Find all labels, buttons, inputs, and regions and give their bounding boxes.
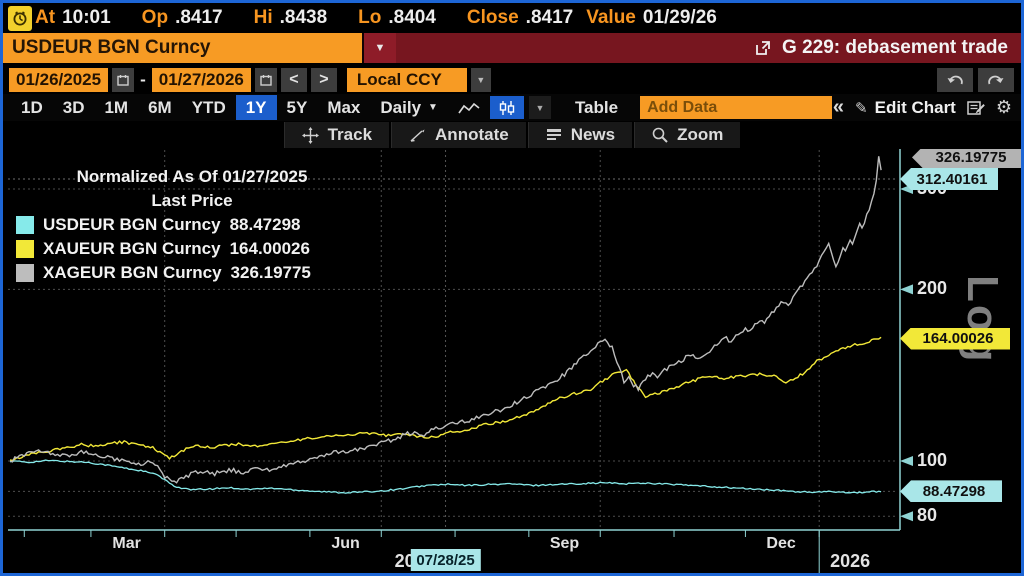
- alarm-clock-icon[interactable]: [8, 5, 32, 31]
- ohlc-label: Op: [141, 7, 169, 28]
- range-button-1d[interactable]: 1D: [21, 97, 43, 117]
- chart-type-dropdown[interactable]: ▼: [528, 96, 551, 119]
- end-date-field[interactable]: 01/27/2026: [151, 67, 251, 92]
- security-ticker-field[interactable]: USDEUR BGN Curncy: [3, 33, 362, 63]
- open-external-icon: [756, 41, 770, 55]
- ohlc-label: At: [35, 7, 56, 28]
- security-bar: USDEUR BGN Curncy ▼ G 229: debasement tr…: [3, 33, 1021, 63]
- track-button[interactable]: Track: [283, 122, 390, 148]
- candlestick-icon: [499, 100, 515, 115]
- end-calendar-button[interactable]: [254, 67, 277, 92]
- zoom-label: Zoom: [677, 125, 724, 144]
- range-separator: -: [140, 69, 146, 89]
- last-time: At 10:01: [35, 7, 111, 29]
- pencil-icon: ✎: [855, 98, 868, 117]
- ohlc-value: .8417: [525, 7, 574, 28]
- currency-select[interactable]: Local CCY: [346, 67, 467, 92]
- high-field: Hi .8438: [254, 7, 328, 29]
- legend-item-value: 88.47298: [229, 215, 301, 234]
- ohlc-topbar: At 10:01 Op .8417 Hi .8438 Lo .8404 Clos…: [3, 3, 1021, 33]
- range-button-1y[interactable]: 1Y: [235, 95, 277, 120]
- line-chart-icon: [458, 102, 480, 113]
- zoom-button[interactable]: Zoom: [634, 122, 741, 148]
- table-button[interactable]: Table: [574, 97, 619, 117]
- chart-tools-bar: Track Annotate News Zoom: [3, 122, 1021, 149]
- notes-icon[interactable]: [967, 100, 985, 116]
- currency-dropdown-button[interactable]: ▼: [470, 67, 491, 92]
- line-chart-type-button[interactable]: [452, 96, 486, 119]
- series-0: [9, 459, 882, 494]
- crosshair-icon: [301, 126, 319, 144]
- legend-item-xageur[interactable]: XAGEUR BGN Curncy 326.19775: [16, 261, 368, 285]
- undo-icon: [947, 75, 963, 84]
- annotate-label: Annotate: [435, 125, 509, 144]
- chart-legend: Normalized As Of 01/27/2025 Last Price U…: [16, 165, 368, 285]
- legend-item-value: 326.19775: [230, 263, 311, 282]
- ohlc-value: 01/29/26: [642, 7, 717, 28]
- ohlc-label: Hi: [253, 7, 273, 28]
- range-button-ytd[interactable]: YTD: [191, 97, 226, 117]
- range-button-max[interactable]: Max: [327, 97, 361, 117]
- news-label: News: [570, 125, 616, 144]
- legend-item-name: XAUEUR BGN Curncy: [43, 239, 221, 258]
- close-field: Close .8417: [467, 7, 573, 29]
- news-button[interactable]: News: [527, 122, 633, 148]
- security-dropdown-button[interactable]: ▼: [362, 33, 396, 63]
- start-date-field[interactable]: 01/26/2025: [9, 67, 109, 92]
- low-field: Lo .8404: [358, 7, 436, 29]
- period-select[interactable]: Daily ▼: [370, 95, 448, 120]
- range-button-6m[interactable]: 6M: [148, 97, 172, 117]
- calendar-icon: [117, 74, 129, 86]
- range-button-3d[interactable]: 3D: [62, 97, 85, 117]
- magnifier-icon: [652, 127, 668, 143]
- range-button-5y[interactable]: 5Y: [286, 97, 308, 117]
- legend-subtitle: Last Price: [151, 191, 233, 210]
- calendar-icon: [260, 74, 272, 86]
- ohlc-label: Close: [466, 7, 519, 28]
- date-range-bar: 01/26/2025 - 01/27/2026 < > Local CCY ▼: [3, 66, 1021, 93]
- ohlc-value: .8417: [175, 7, 223, 28]
- chart-tag-label: G 229: debasement trade: [782, 37, 1008, 58]
- xaueur-swatch: [16, 240, 34, 258]
- redo-icon: [988, 75, 1004, 84]
- legend-item-name: USDEUR BGN Curncy: [43, 215, 221, 234]
- usdeur-swatch: [16, 216, 34, 234]
- annotate-button[interactable]: Annotate: [391, 122, 526, 148]
- edit-chart-label: Edit Chart: [874, 97, 956, 117]
- news-icon: [546, 129, 561, 140]
- start-calendar-button[interactable]: [112, 67, 135, 92]
- annotate-pencil-icon: [410, 129, 425, 142]
- collapse-panel-icon[interactable]: «: [832, 96, 845, 118]
- chevron-down-icon: ▼: [428, 102, 438, 113]
- period-label: Daily: [380, 97, 422, 117]
- chart-toolbar: 1D 3D 1M 6M YTD 1Y 5Y Max Daily ▼ ▼ Tabl…: [3, 94, 1021, 121]
- range-button-1m[interactable]: 1M: [104, 97, 129, 117]
- value-date-field: Value 01/29/26: [586, 7, 717, 29]
- redo-button[interactable]: [978, 67, 1014, 92]
- ohlc-label: Lo: [358, 7, 382, 28]
- legend-item-xaueur[interactable]: XAUEUR BGN Curncy 164.00026: [16, 237, 368, 261]
- add-data-input[interactable]: [640, 96, 833, 119]
- legend-item-value: 164.00026: [229, 239, 310, 258]
- range-back-button[interactable]: <: [280, 67, 307, 92]
- legend-item-usdeur[interactable]: USDEUR BGN Curncy 88.47298: [16, 213, 368, 237]
- legend-title: Normalized As Of 01/27/2025: [76, 167, 308, 186]
- legend-item-name: XAGEUR BGN Curncy: [43, 263, 222, 282]
- edit-chart-button[interactable]: ✎ Edit Chart: [855, 98, 956, 118]
- gear-icon[interactable]: ⚙: [995, 97, 1012, 118]
- ohlc-value: .8404: [388, 7, 436, 28]
- series-2: [9, 156, 882, 484]
- open-field: Op .8417: [142, 7, 223, 29]
- range-forward-button[interactable]: >: [310, 67, 337, 92]
- xageur-swatch: [16, 264, 34, 282]
- ohlc-label: Value: [586, 7, 636, 28]
- undo-button[interactable]: [937, 67, 973, 92]
- series-1: [9, 336, 882, 462]
- ohlc-value: .8438: [279, 7, 328, 28]
- track-label: Track: [327, 125, 373, 144]
- chart-tag-banner[interactable]: G 229: debasement trade: [396, 33, 1021, 63]
- ohlc-value: 10:01: [62, 7, 111, 28]
- candlestick-type-button[interactable]: [489, 96, 524, 119]
